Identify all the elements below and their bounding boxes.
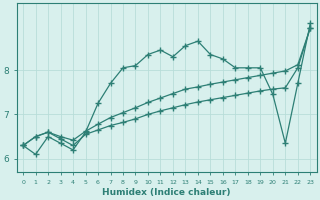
- X-axis label: Humidex (Indice chaleur): Humidex (Indice chaleur): [102, 188, 231, 197]
